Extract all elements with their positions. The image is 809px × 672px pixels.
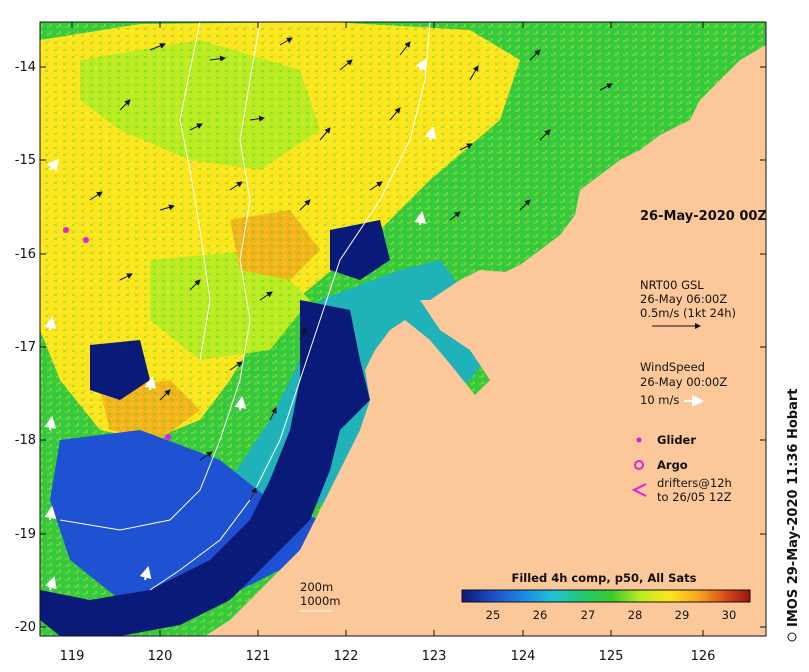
credit-text: IMOS 29-May-2020 11:36 Hobart bbox=[786, 388, 801, 627]
lat-tick-label: -16 bbox=[15, 247, 36, 262]
lat-tick-label: -19 bbox=[15, 527, 36, 542]
colorbar-tick: 28 bbox=[628, 608, 643, 622]
copyright-icon bbox=[787, 632, 797, 642]
bathy-contour-extra bbox=[179, 22, 211, 361]
gsl-legend-title: NRT00 GSL bbox=[640, 278, 704, 292]
bathy-legend-200m: 200m bbox=[300, 580, 333, 594]
credit: IMOS 29-May-2020 11:36 Hobart bbox=[786, 388, 801, 642]
sst-deep-blue-inlet bbox=[330, 220, 390, 280]
argo-legend-icon bbox=[634, 460, 644, 470]
lon-tick-label: 122 bbox=[334, 649, 359, 664]
lon-axis: 119 120 121 122 123 124 125 126 bbox=[60, 22, 716, 664]
gsl-legend-time: 26-May 06:00Z bbox=[640, 292, 727, 306]
gsl-legend: NRT00 GSL 26-May 06:00Z 0.5m/s (1kt 24h) bbox=[640, 278, 736, 329]
lon-tick-label: 119 bbox=[60, 649, 85, 664]
glider-legend-icon bbox=[636, 437, 642, 443]
wind-legend-title: WindSpeed bbox=[640, 360, 705, 374]
colorbar: Filled 4h comp, p50, All Sats 25 26 27 2… bbox=[461, 571, 751, 622]
wind-legend-time: 26-May 00:00Z bbox=[640, 375, 727, 389]
lat-tick-label: -14 bbox=[15, 60, 36, 75]
gsl-legend-scale: 0.5m/s (1kt 24h) bbox=[640, 306, 736, 320]
drifter-legend-line2: to 26/05 12Z bbox=[657, 490, 732, 504]
sst-deep-blue-offshore bbox=[90, 340, 150, 400]
colorbar-title: Filled 4h comp, p50, All Sats bbox=[512, 571, 697, 585]
lon-tick-label: 121 bbox=[246, 649, 271, 664]
lat-tick-label: -17 bbox=[15, 340, 36, 355]
argo-legend-label: Argo bbox=[657, 458, 688, 472]
current-vectors bbox=[89, 37, 613, 501]
bathy-200m-contour bbox=[149, 22, 431, 591]
colorbar-tick: 25 bbox=[486, 608, 501, 622]
bathy-legend-1000m: 1000m bbox=[300, 594, 340, 608]
lat-tick-label: -20 bbox=[15, 620, 36, 635]
lat-tick-label: -15 bbox=[15, 153, 36, 168]
colorbar-tick: 27 bbox=[581, 608, 596, 622]
map-date-label: 26-May-2020 00Z bbox=[640, 209, 767, 224]
colorbar-gradient bbox=[461, 589, 751, 603]
lat-axis: -14 -15 -16 -17 -18 -19 -20 bbox=[15, 60, 766, 635]
bathy-legend: 200m 1000m bbox=[300, 580, 340, 612]
plot-frame bbox=[39, 21, 767, 637]
lat-tick-label: -18 bbox=[15, 433, 36, 448]
bathy-1000m-contour bbox=[59, 22, 261, 531]
lon-tick-label: 125 bbox=[599, 649, 624, 664]
drifter-legend-line1: drifters@12h bbox=[657, 476, 732, 490]
map-plot-area[interactable] bbox=[40, 22, 766, 636]
drifter-legend-icon bbox=[631, 483, 647, 497]
wind-vectors bbox=[44, 58, 437, 591]
lon-tick-label: 124 bbox=[511, 649, 536, 664]
land-mass bbox=[205, 45, 766, 636]
glider-legend-label: Glider bbox=[657, 433, 696, 447]
sst-deep-blue-coastal bbox=[40, 300, 370, 636]
colorbar-tick: 26 bbox=[533, 608, 548, 622]
colorbar-tick: 30 bbox=[722, 608, 737, 622]
wind-legend: WindSpeed 26-May 00:00Z 10 m/s bbox=[640, 360, 727, 407]
wind-legend-scale: 10 m/s bbox=[640, 393, 679, 407]
lon-tick-label: 120 bbox=[148, 649, 173, 664]
platform-legend: Glider Argo drifters@12h to 26/05 12Z bbox=[631, 433, 732, 504]
lon-tick-label: 123 bbox=[422, 649, 447, 664]
colorbar-tick: 29 bbox=[675, 608, 690, 622]
glider-markers bbox=[63, 227, 171, 440]
lon-tick-label: 126 bbox=[691, 649, 716, 664]
